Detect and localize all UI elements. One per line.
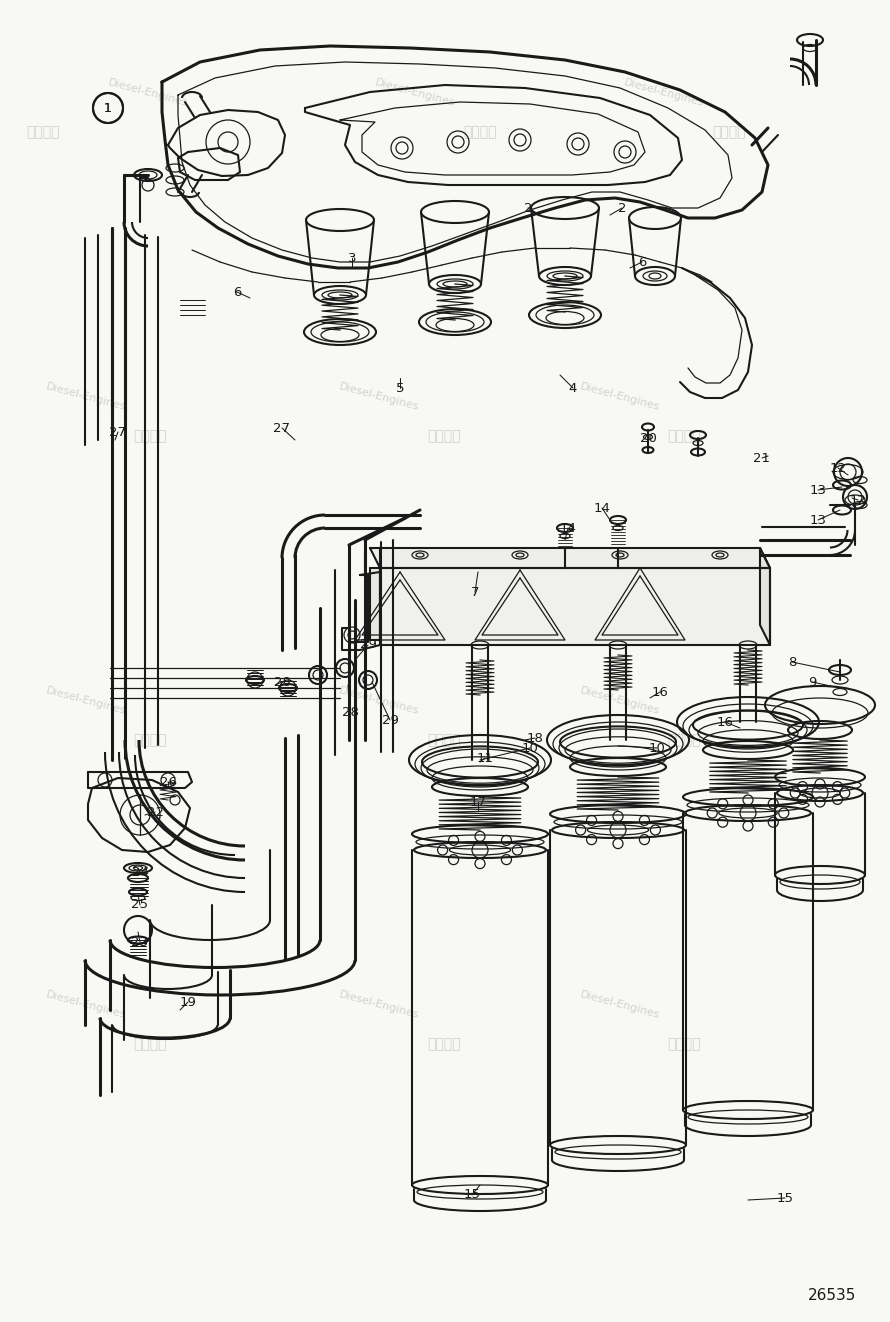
Text: 10: 10 <box>522 742 538 755</box>
Text: 25: 25 <box>132 899 149 911</box>
Text: Diesel-Engines: Diesel-Engines <box>578 685 660 717</box>
Text: 28: 28 <box>273 676 290 689</box>
Text: Diesel-Engines: Diesel-Engines <box>338 685 420 717</box>
Text: 紧发动力: 紧发动力 <box>668 430 701 443</box>
Text: 紧发动力: 紧发动力 <box>134 1038 167 1051</box>
Text: Diesel-Engines: Diesel-Engines <box>44 381 126 412</box>
Text: 28: 28 <box>342 706 359 718</box>
Text: 18: 18 <box>527 731 544 744</box>
Text: 6: 6 <box>638 255 646 268</box>
Text: 12: 12 <box>829 461 846 475</box>
Polygon shape <box>370 568 380 640</box>
Text: 11: 11 <box>476 751 493 764</box>
Text: 紧发动力: 紧发动力 <box>134 734 167 747</box>
Text: 16: 16 <box>651 686 668 698</box>
Text: 紧发动力: 紧发动力 <box>427 1038 461 1051</box>
Text: 9: 9 <box>808 676 816 689</box>
Text: 6: 6 <box>233 286 241 299</box>
Text: 4: 4 <box>569 382 578 394</box>
Text: 紧发动力: 紧发动力 <box>427 430 461 443</box>
Text: 紧发动力: 紧发动力 <box>134 430 167 443</box>
Text: Diesel-Engines: Diesel-Engines <box>623 77 705 108</box>
Text: Diesel-Engines: Diesel-Engines <box>107 77 189 108</box>
Text: 17: 17 <box>470 796 487 809</box>
Text: Diesel-Engines: Diesel-Engines <box>338 989 420 1021</box>
Text: Diesel-Engines: Diesel-Engines <box>374 77 456 108</box>
Text: 紧发动力: 紧发动力 <box>427 734 461 747</box>
Text: 14: 14 <box>560 521 577 534</box>
Text: 3: 3 <box>348 251 356 264</box>
Text: 23: 23 <box>132 936 149 948</box>
Text: Diesel-Engines: Diesel-Engines <box>44 989 126 1021</box>
Text: 紧发动力: 紧发动力 <box>668 734 701 747</box>
Polygon shape <box>380 568 770 645</box>
Text: Diesel-Engines: Diesel-Engines <box>338 381 420 412</box>
Text: 紧发动力: 紧发动力 <box>668 1038 701 1051</box>
Text: 1: 1 <box>104 102 112 115</box>
Text: 15: 15 <box>776 1191 794 1204</box>
Text: 27: 27 <box>273 422 290 435</box>
Text: Diesel-Engines: Diesel-Engines <box>578 989 660 1021</box>
Text: 12: 12 <box>849 493 867 506</box>
Text: 29: 29 <box>360 639 376 652</box>
Text: 7: 7 <box>471 586 479 599</box>
Text: 21: 21 <box>754 452 771 464</box>
Text: 15: 15 <box>464 1188 481 1202</box>
Text: 16: 16 <box>716 715 733 728</box>
Text: 紧发动力: 紧发动力 <box>27 126 61 139</box>
Text: 29: 29 <box>382 714 399 727</box>
Text: 2: 2 <box>618 201 627 214</box>
Text: Diesel-Engines: Diesel-Engines <box>578 381 660 412</box>
Text: 24: 24 <box>132 866 149 879</box>
Text: 5: 5 <box>396 382 404 394</box>
Text: 8: 8 <box>788 656 797 669</box>
Text: 20: 20 <box>640 431 657 444</box>
Text: Diesel-Engines: Diesel-Engines <box>44 685 126 717</box>
Text: 紧发动力: 紧发动力 <box>712 126 746 139</box>
Text: 26: 26 <box>159 776 176 788</box>
Text: 27: 27 <box>109 426 126 439</box>
Polygon shape <box>760 549 770 645</box>
Text: 26535: 26535 <box>808 1288 856 1302</box>
Text: 19: 19 <box>180 995 197 1009</box>
Text: 2: 2 <box>523 201 532 214</box>
Text: 14: 14 <box>594 501 611 514</box>
Text: 10: 10 <box>649 742 666 755</box>
Text: 13: 13 <box>810 513 827 526</box>
Text: 22: 22 <box>147 805 164 818</box>
Text: 紧发动力: 紧发动力 <box>463 126 497 139</box>
Polygon shape <box>370 549 770 568</box>
Text: 1: 1 <box>104 102 112 115</box>
Text: 13: 13 <box>810 484 827 497</box>
